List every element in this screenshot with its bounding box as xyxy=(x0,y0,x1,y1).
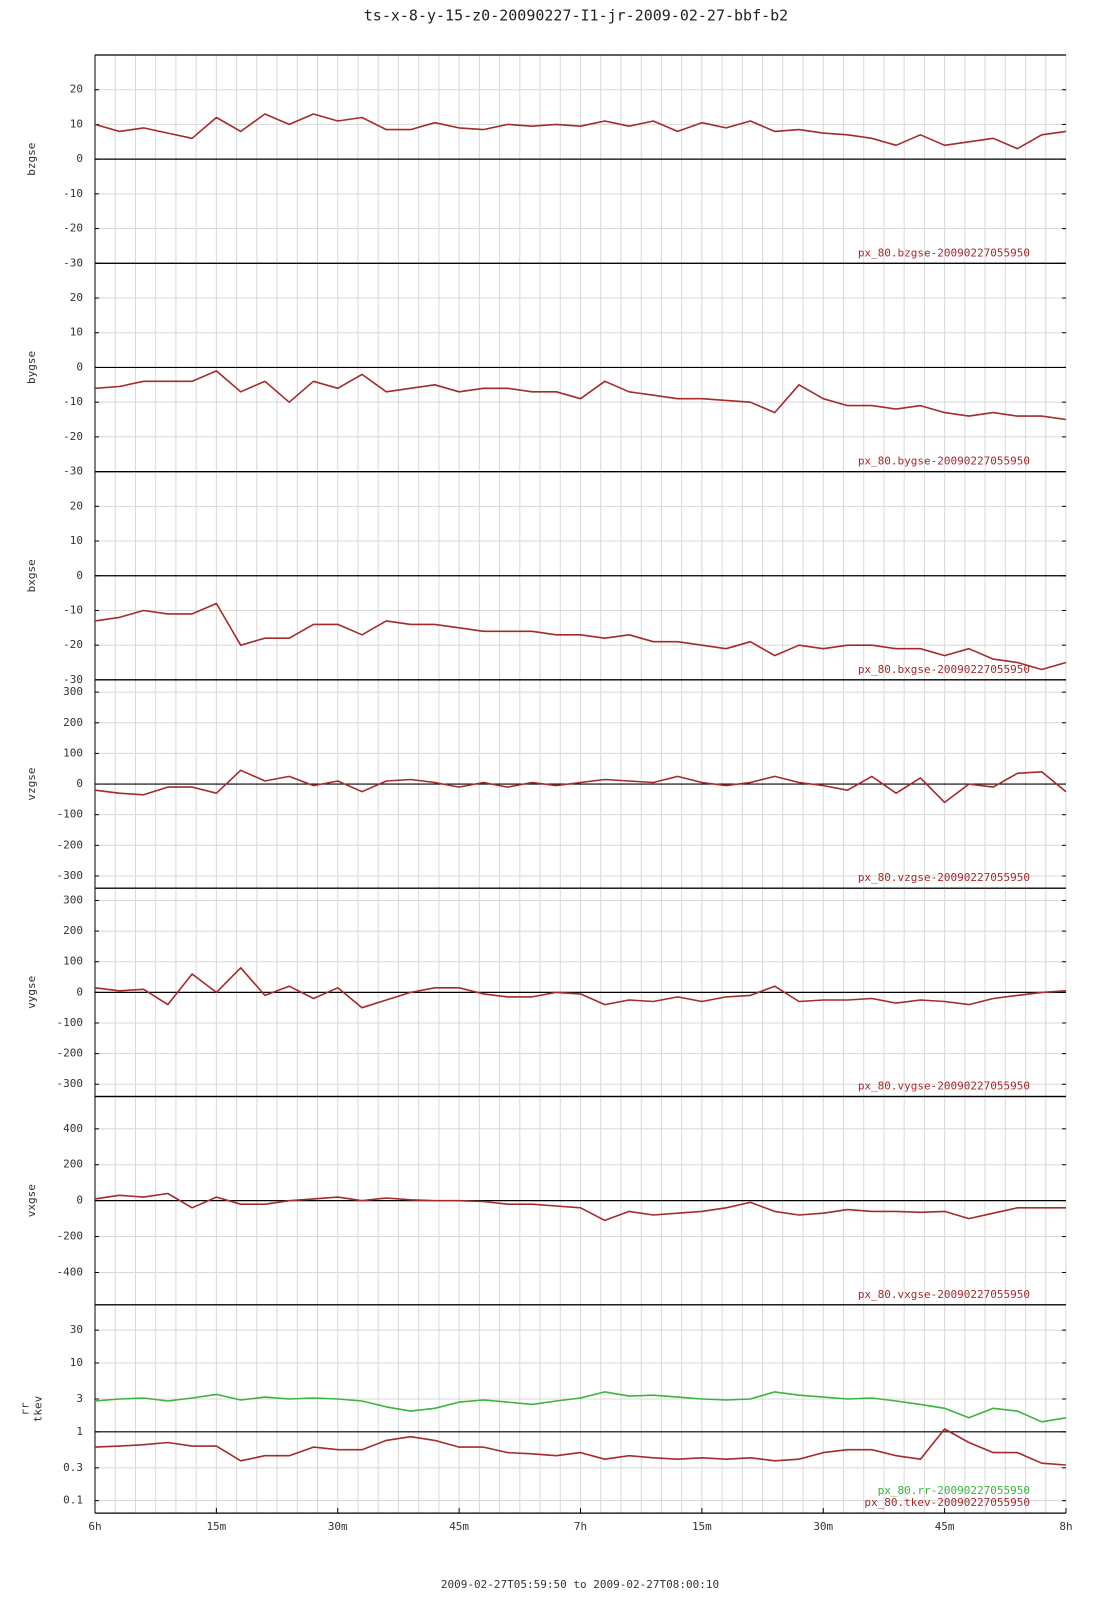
y-tick-label: 100 xyxy=(63,955,83,968)
y-tick-label: 0.1 xyxy=(63,1494,83,1507)
x-axis-label: 2009-02-27T05:59:50 to 2009-02-27T08:00:… xyxy=(441,1578,719,1591)
legend-label: px_80.vxgse-20090227055950 xyxy=(858,1288,1030,1301)
legend-label: px_80.vygse-20090227055950 xyxy=(858,1080,1030,1093)
y-tick-label: 300 xyxy=(63,893,83,906)
y-tick-label: -200 xyxy=(57,838,84,851)
y-tick-label: 20 xyxy=(70,499,83,512)
series-line xyxy=(94,370,1067,421)
y-tick-label: -20 xyxy=(63,222,83,235)
y-tick-label: 0 xyxy=(76,777,83,790)
series-line xyxy=(94,1428,1067,1466)
legend-label: px_80.bzgse-20090227055950 xyxy=(858,246,1030,259)
x-tick-label: 8h xyxy=(1059,1520,1072,1533)
y-tick-label: 400 xyxy=(63,1122,83,1135)
x-tick-label: 45m xyxy=(935,1520,955,1533)
y-tick-label: 0 xyxy=(76,360,83,373)
y-axis-label: bygse xyxy=(25,351,38,384)
legend-label: px_80.bxgse-20090227055950 xyxy=(858,663,1030,676)
y-tick-label: 0.3 xyxy=(63,1461,83,1474)
y-tick-label: 10 xyxy=(70,326,83,339)
y-tick-label: 0 xyxy=(76,569,83,582)
y-tick-label: 200 xyxy=(63,716,83,729)
y-tick-label: -200 xyxy=(57,1230,84,1243)
y-axis-label: vxgse xyxy=(25,1184,38,1217)
y-axis-label: bzgse xyxy=(25,143,38,176)
y-tick-label: -30 xyxy=(63,465,83,478)
y-tick-label: 0 xyxy=(76,152,83,165)
y-tick-label: -400 xyxy=(57,1265,84,1278)
y-tick-label: -100 xyxy=(57,808,84,821)
y-tick-label: -20 xyxy=(63,638,83,651)
series-line xyxy=(94,967,1067,1009)
x-tick-label: 15m xyxy=(206,1520,226,1533)
figure-title: ts-x-8-y-15-z0-20090227-I1-jr-2009-02-27… xyxy=(364,7,788,25)
y-tick-label: 0 xyxy=(76,1194,83,1207)
y-tick-label: 10 xyxy=(70,1356,83,1369)
y-tick-label: 100 xyxy=(63,746,83,759)
y-tick-label: 300 xyxy=(63,685,83,698)
series-line xyxy=(94,769,1067,804)
y-axis-label: tkev xyxy=(32,1395,45,1422)
y-axis-label: rr xyxy=(19,1402,32,1416)
y-tick-label: -30 xyxy=(63,673,83,686)
x-tick-label: 7h xyxy=(574,1520,587,1533)
y-tick-label: -300 xyxy=(57,869,84,882)
y-tick-label: -20 xyxy=(63,430,83,443)
legend-label: px_80.vzgse-20090227055950 xyxy=(858,871,1030,884)
legend-label: px_80.rr-20090227055950 xyxy=(878,1484,1030,1497)
y-tick-label: 10 xyxy=(70,534,83,547)
y-tick-label: 200 xyxy=(63,924,83,937)
y-tick-label: 200 xyxy=(63,1158,83,1171)
x-tick-label: 30m xyxy=(813,1520,833,1533)
x-tick-label: 45m xyxy=(449,1520,469,1533)
series-line xyxy=(94,1391,1067,1423)
y-tick-label: -300 xyxy=(57,1077,84,1090)
legend-label: px_80.bygse-20090227055950 xyxy=(858,455,1030,468)
y-axis-label: vzgse xyxy=(25,767,38,800)
y-tick-label: -10 xyxy=(63,395,83,408)
x-tick-label: 15m xyxy=(692,1520,712,1533)
y-axis-label: vygse xyxy=(25,976,38,1009)
x-tick-label: 6h xyxy=(88,1520,101,1533)
legend-label: px_80.tkev-20090227055950 xyxy=(864,1496,1030,1509)
y-tick-label: 0 xyxy=(76,985,83,998)
y-tick-label: -10 xyxy=(63,187,83,200)
y-tick-label: 20 xyxy=(70,83,83,96)
series-line xyxy=(94,1192,1066,1222)
y-tick-label: 3 xyxy=(76,1392,83,1405)
y-tick-label: -100 xyxy=(57,1016,84,1029)
y-tick-label: 30 xyxy=(70,1323,83,1336)
y-tick-label: 20 xyxy=(70,291,83,304)
series-line xyxy=(94,113,1067,150)
y-tick-label: -10 xyxy=(63,603,83,616)
series-line xyxy=(94,602,1067,671)
y-tick-label: 10 xyxy=(70,117,83,130)
y-tick-label: -200 xyxy=(57,1047,84,1060)
x-tick-label: 30m xyxy=(328,1520,348,1533)
y-tick-label: 1 xyxy=(76,1425,83,1438)
y-axis-label: bxgse xyxy=(25,559,38,592)
y-tick-label: -30 xyxy=(63,256,83,269)
